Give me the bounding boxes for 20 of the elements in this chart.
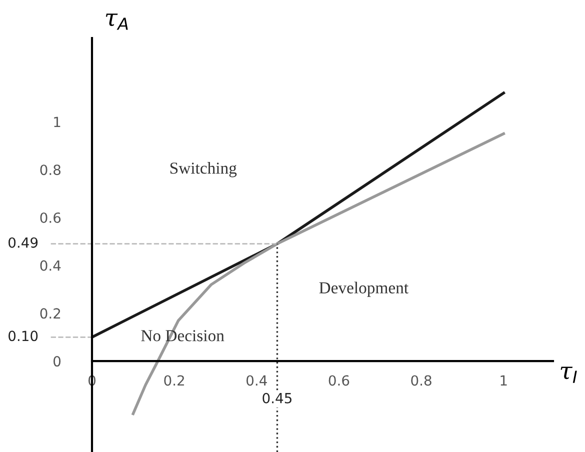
y-tick-label: 0 <box>54 356 61 367</box>
x-tick-label: 1 <box>500 375 507 386</box>
annotation: Development <box>319 282 408 297</box>
y-tick-label: 0.6 <box>40 212 61 223</box>
annotation: No Decision <box>141 330 224 342</box>
x-axis-title: τ$_{I}$ <box>560 366 577 383</box>
x-tick-label: 0.6 <box>328 375 350 386</box>
y-axis-title: τ$_{A}$ <box>106 14 128 30</box>
annotation: Switching <box>170 162 237 178</box>
ref-line-label: 0.49 <box>8 237 38 248</box>
x-tick-label: 0.8 <box>411 375 432 386</box>
y-tick-label: 1 <box>54 116 60 128</box>
y-tick-label: 0.4 <box>40 260 61 271</box>
y-tick-label: 0.2 <box>40 308 60 319</box>
ref-line-label: 0.10 <box>8 330 38 342</box>
line-series <box>132 132 505 416</box>
ref-line-label: 0.45 <box>262 392 292 404</box>
x-tick-label: 0.4 <box>246 375 267 386</box>
x-tick-label: 0.2 <box>164 375 184 386</box>
y-tick-label: 0.8 <box>40 164 60 176</box>
